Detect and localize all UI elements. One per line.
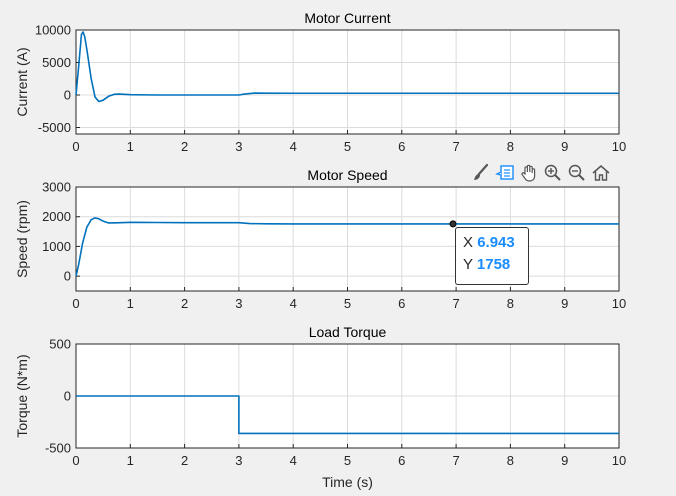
axes-frame [75, 186, 620, 292]
x-tick-label: 8 [507, 453, 514, 468]
x-tick-label: 0 [72, 296, 79, 311]
axes-title: Motor Speed [307, 167, 387, 183]
datatip-x-value: 6.943 [477, 234, 515, 251]
x-tick-label: 0 [72, 139, 79, 154]
datatip-x-label: X [463, 234, 474, 251]
x-tick-label: 6 [398, 139, 405, 154]
pan-hand-icon[interactable] [518, 162, 540, 184]
x-tick-label: 10 [612, 139, 626, 154]
x-tick-label: 5 [344, 453, 351, 468]
x-tick-label: 5 [344, 139, 351, 154]
y-tick-label: -5000 [38, 120, 71, 135]
x-tick-label: 2 [181, 453, 188, 468]
x-tick-label: 4 [290, 453, 297, 468]
y-axis-label: Current (A) [14, 47, 30, 116]
x-tick-label: 7 [452, 296, 459, 311]
datatip-x-row: X 6.943 [463, 232, 521, 254]
y-tick-label: 10000 [35, 23, 71, 38]
y-axis-label: Torque (N*m) [14, 354, 30, 437]
datatip-icon[interactable] [494, 162, 516, 184]
x-tick-label: 1 [127, 453, 134, 468]
x-tick-label: 3 [235, 453, 242, 468]
datatip-y-label: Y [463, 256, 473, 273]
axes-toolbar [470, 160, 620, 186]
y-tick-label: -500 [45, 441, 71, 456]
series-line [75, 31, 619, 103]
y-axis-label: Speed (rpm) [14, 200, 30, 278]
axes-frame [75, 29, 620, 135]
x-tick-label: 7 [452, 453, 459, 468]
x-tick-label: 6 [398, 453, 405, 468]
x-tick-label: 10 [612, 453, 626, 468]
zoom-in-icon[interactable] [542, 162, 564, 184]
datatip-marker [449, 220, 457, 228]
axes-title: Motor Current [304, 10, 390, 26]
x-tick-label: 7 [452, 139, 459, 154]
x-tick-label: 5 [344, 296, 351, 311]
x-tick-label: 8 [507, 296, 514, 311]
y-tick-label: 500 [49, 337, 71, 352]
x-tick-label: 1 [127, 296, 134, 311]
x-tick-label: 4 [290, 296, 297, 311]
datatip-y-value: 1758 [476, 256, 511, 273]
series-line [76, 395, 619, 435]
y-tick-label: 3000 [42, 180, 71, 195]
zoom-out-icon[interactable] [566, 162, 588, 184]
x-tick-label: 1 [127, 139, 134, 154]
x-tick-label: 0 [72, 453, 79, 468]
x-tick-label: 4 [290, 139, 297, 154]
x-tick-label: 9 [561, 453, 568, 468]
series-line [75, 217, 619, 277]
axes-2: 0 1 2 3 4 5 6 7 8 9 10 3000 2000 1000 0 Motor Speed Spee… [14, 167, 626, 311]
x-tick-label: 2 [181, 296, 188, 311]
x-tick-label: 2 [181, 139, 188, 154]
x-tick-label: 3 [235, 296, 242, 311]
y-tick-label: 5000 [42, 55, 71, 70]
x-tick-label: 9 [561, 139, 568, 154]
home-icon[interactable] [590, 162, 612, 184]
y-tick-label: 1000 [42, 239, 71, 254]
x-tick-label: 9 [561, 296, 568, 311]
data-tip[interactable]: X 6.943 Y 1758 [455, 227, 529, 285]
y-tick-label: 0 [64, 269, 71, 284]
brush-icon[interactable] [470, 162, 492, 184]
x-tick-label: 6 [398, 296, 405, 311]
x-tick-label: 3 [235, 139, 242, 154]
axes-title: Load Torque [309, 324, 387, 340]
y-tick-label: 0 [64, 389, 71, 404]
x-axis-label: Time (s) [322, 474, 373, 490]
datatip-y-row: Y 1758 [463, 254, 521, 276]
x-tick-label: 10 [612, 296, 626, 311]
x-tick-label: 8 [507, 139, 514, 154]
y-tick-label: 0 [64, 88, 71, 103]
y-tick-label: 2000 [42, 209, 71, 224]
